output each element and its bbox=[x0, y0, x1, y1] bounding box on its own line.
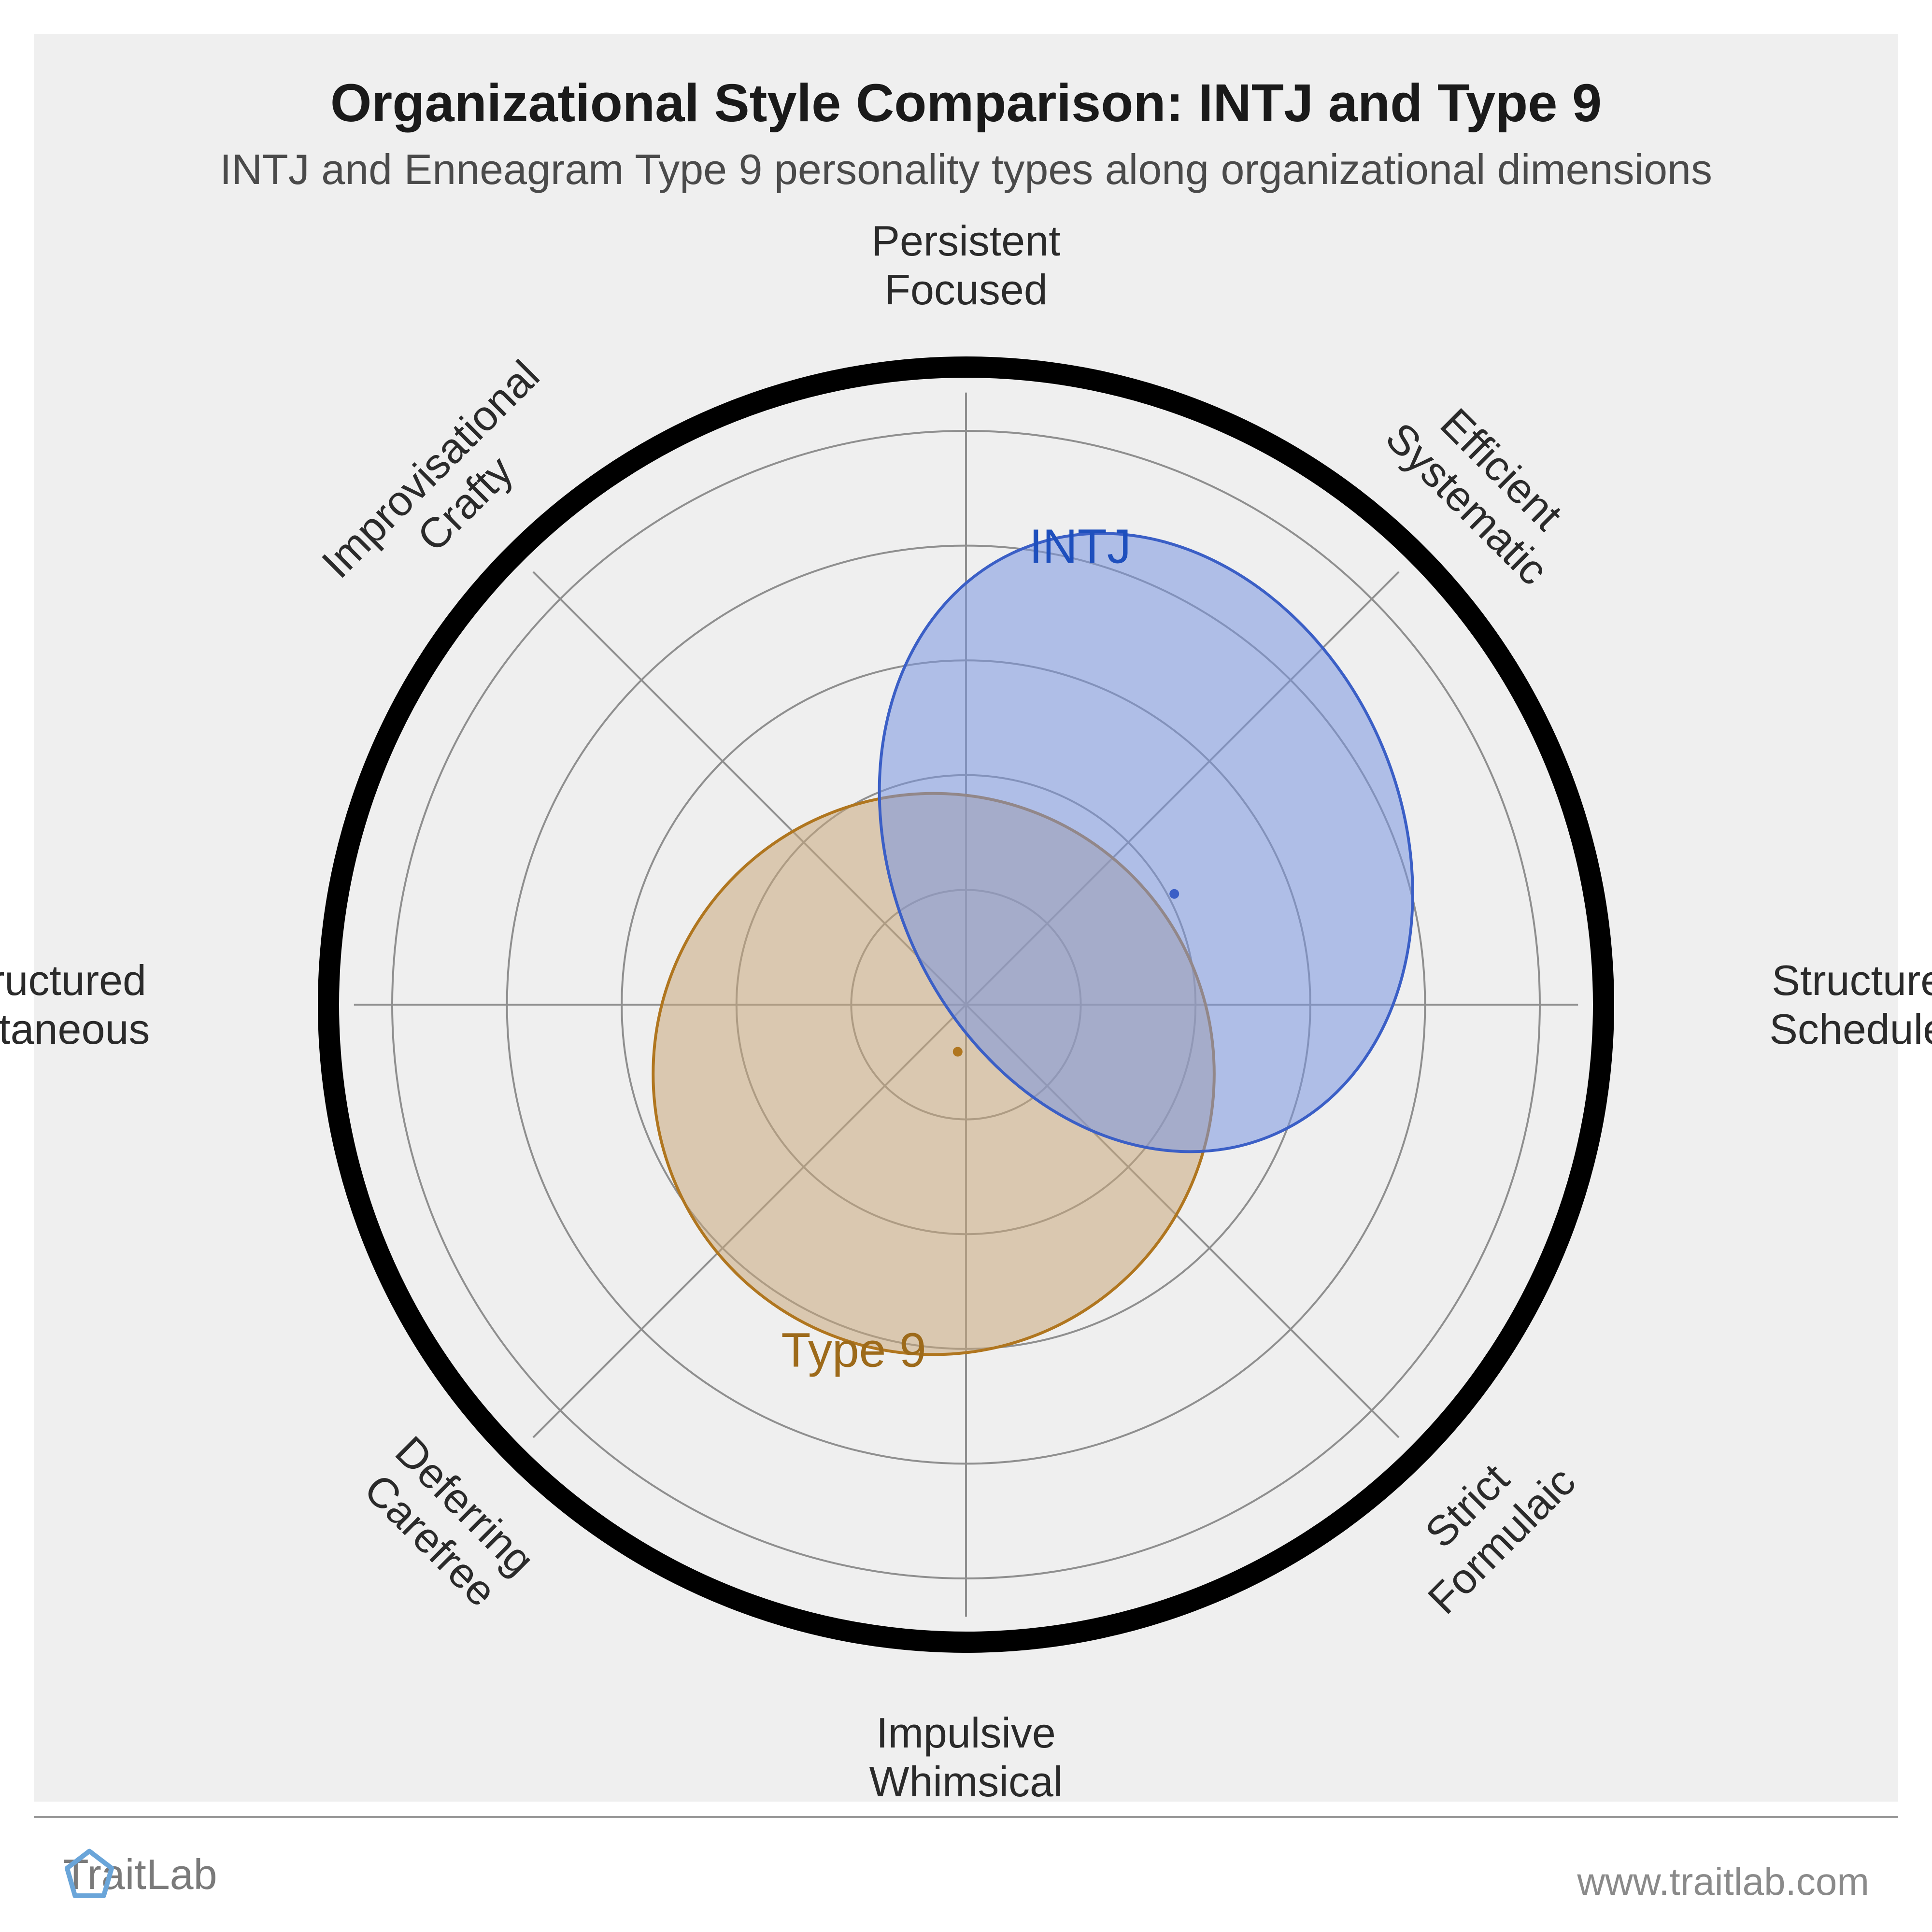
chart-canvas: Organizational Style Comparison: INTJ an… bbox=[0, 0, 1932, 1932]
series-center-dot bbox=[953, 1047, 963, 1056]
traitlab-logo-icon bbox=[63, 1848, 116, 1901]
chart-subtitle: INTJ and Enneagram Type 9 personality ty… bbox=[0, 145, 1932, 194]
polar-chart bbox=[297, 335, 1635, 1674]
axis-label: Persistent Focused bbox=[871, 216, 1060, 314]
series-label-Type 9: Type 9 bbox=[781, 1322, 926, 1378]
footer-url: www.traitlab.com bbox=[1577, 1860, 1869, 1904]
axis-label: Impulsive Whimsical bbox=[869, 1708, 1063, 1805]
series-label-INTJ: INTJ bbox=[1029, 519, 1131, 575]
chart-title: Organizational Style Comparison: INTJ an… bbox=[0, 72, 1932, 134]
axis-label: Unstructured Spontaneous bbox=[0, 956, 150, 1053]
series-center-dot bbox=[1169, 889, 1179, 899]
footer-left: TraitLab bbox=[63, 1850, 217, 1899]
footer-rule bbox=[34, 1816, 1898, 1818]
axis-label: Structured Scheduled bbox=[1769, 956, 1932, 1053]
